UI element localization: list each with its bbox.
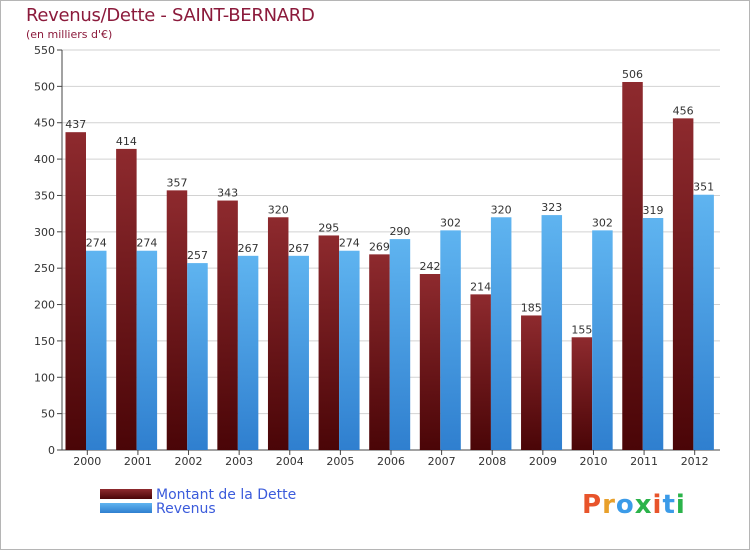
y-tick-label: 250 bbox=[34, 262, 55, 275]
data-label: 320 bbox=[268, 203, 289, 216]
bar-debt bbox=[267, 217, 289, 450]
data-label: 214 bbox=[470, 280, 491, 293]
bar-debt bbox=[470, 294, 491, 450]
bar-debt bbox=[65, 132, 86, 450]
data-label: 290 bbox=[389, 225, 410, 238]
x-tick-label: 2000 bbox=[73, 455, 101, 468]
logo-letter: i bbox=[652, 490, 663, 520]
data-label: 242 bbox=[420, 260, 441, 273]
bar-revenue bbox=[288, 255, 309, 450]
x-tick-label: 2001 bbox=[124, 455, 152, 468]
x-tick-label: 2002 bbox=[175, 455, 203, 468]
bar-debt bbox=[217, 200, 238, 450]
data-label: 414 bbox=[116, 135, 137, 148]
bar-revenue bbox=[136, 250, 158, 450]
data-label: 320 bbox=[491, 203, 512, 216]
bar-revenue bbox=[389, 239, 411, 450]
logo-letter: o bbox=[615, 490, 635, 520]
data-label: 319 bbox=[643, 204, 664, 217]
data-label: 456 bbox=[673, 104, 694, 117]
proxiti-logo: Proxiti bbox=[582, 490, 686, 520]
data-label: 257 bbox=[187, 249, 208, 262]
data-label: 323 bbox=[541, 201, 562, 214]
legend-label: Revenus bbox=[156, 501, 216, 517]
bar-debt bbox=[166, 190, 188, 450]
bar-debt bbox=[419, 274, 441, 450]
bar-debt bbox=[369, 254, 390, 450]
chart-subtitle: (en milliers d'€) bbox=[26, 28, 113, 41]
y-tick-label: 500 bbox=[34, 80, 55, 93]
legend-swatch-debt bbox=[100, 489, 152, 499]
bar-debt bbox=[571, 337, 593, 450]
x-tick-label: 2005 bbox=[326, 455, 354, 468]
y-tick-label: 100 bbox=[34, 371, 55, 384]
x-tick-label: 2004 bbox=[276, 455, 304, 468]
data-label: 343 bbox=[217, 187, 238, 200]
x-tick-label: 2006 bbox=[377, 455, 405, 468]
y-tick-label: 450 bbox=[34, 117, 55, 130]
data-label: 437 bbox=[65, 118, 86, 131]
bar-debt bbox=[521, 315, 542, 450]
bar-revenue bbox=[592, 230, 613, 450]
bar-revenue bbox=[187, 263, 208, 450]
bar-debt bbox=[672, 118, 694, 450]
bar-revenue bbox=[86, 250, 107, 450]
bar-revenue bbox=[440, 230, 461, 450]
data-label: 302 bbox=[592, 216, 613, 229]
bar-revenue bbox=[237, 255, 259, 450]
logo-letter: r bbox=[602, 490, 616, 520]
data-label: 295 bbox=[318, 221, 339, 234]
data-label: 155 bbox=[571, 323, 592, 336]
data-label: 302 bbox=[440, 216, 461, 229]
legend-label: Montant de la Dette bbox=[156, 487, 296, 503]
data-label: 269 bbox=[369, 240, 390, 253]
data-label: 274 bbox=[86, 237, 107, 250]
y-tick-label: 300 bbox=[34, 226, 55, 239]
y-tick-label: 350 bbox=[34, 189, 55, 202]
x-tick-label: 2010 bbox=[579, 455, 607, 468]
data-label: 274 bbox=[339, 237, 360, 250]
x-tick-label: 2009 bbox=[529, 455, 557, 468]
bar-debt bbox=[116, 148, 137, 450]
logo-letter: P bbox=[582, 490, 603, 520]
y-tick-label: 550 bbox=[34, 44, 55, 57]
y-tick-label: 200 bbox=[34, 299, 55, 312]
y-tick-label: 0 bbox=[48, 444, 55, 457]
bar-debt bbox=[318, 235, 340, 450]
data-label: 267 bbox=[288, 242, 309, 255]
data-label: 357 bbox=[166, 176, 187, 189]
data-label: 185 bbox=[521, 301, 542, 314]
x-tick-label: 2012 bbox=[681, 455, 709, 468]
logo-letter: x bbox=[634, 490, 653, 520]
bar-revenue bbox=[339, 250, 360, 450]
x-tick-label: 2003 bbox=[225, 455, 253, 468]
y-tick-label: 400 bbox=[34, 153, 55, 166]
x-tick-label: 2011 bbox=[630, 455, 658, 468]
bar-revenue bbox=[541, 215, 563, 450]
data-label: 274 bbox=[136, 237, 157, 250]
data-label: 267 bbox=[238, 242, 259, 255]
data-label: 506 bbox=[622, 68, 643, 81]
bar-revenue bbox=[490, 217, 512, 450]
x-tick-label: 2008 bbox=[478, 455, 506, 468]
logo-letter: i bbox=[675, 490, 686, 520]
bar-revenue bbox=[693, 194, 714, 450]
bar-revenue bbox=[642, 218, 664, 450]
y-tick-label: 50 bbox=[41, 408, 55, 421]
chart-title: Revenus/Dette - SAINT-BERNARD bbox=[26, 5, 315, 26]
bar-debt bbox=[622, 82, 643, 450]
data-label: 351 bbox=[693, 181, 714, 194]
logo-letter: t bbox=[662, 490, 676, 520]
y-tick-label: 150 bbox=[34, 335, 55, 348]
x-tick-label: 2007 bbox=[428, 455, 456, 468]
legend-swatch-revenue bbox=[100, 503, 152, 513]
